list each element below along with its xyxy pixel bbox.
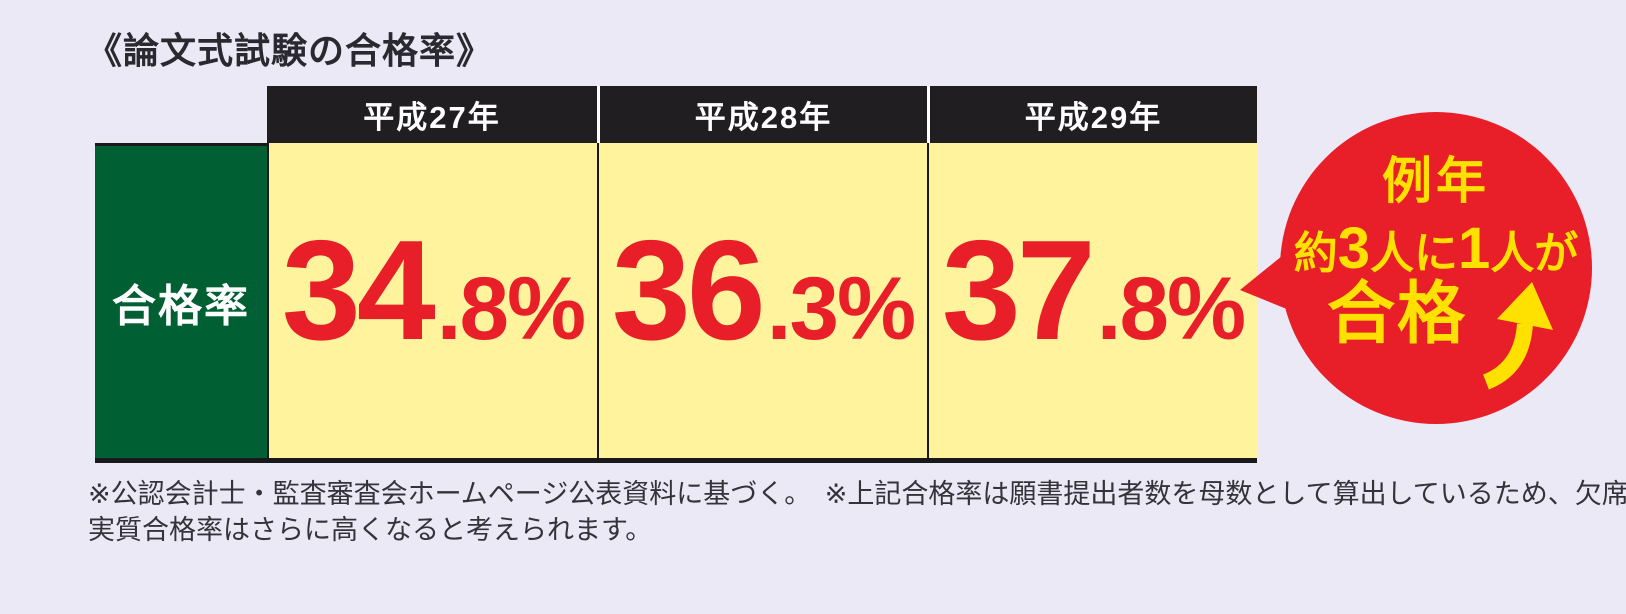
badge-line-1: 例年 — [1382, 153, 1490, 209]
table-body-row: 合格率 34 .8 % 36 .3 % 37 .8 % — [95, 143, 1257, 463]
value-integer: 36 — [611, 210, 766, 370]
badge-number-1: 1 — [1458, 216, 1491, 281]
value-fraction: .3 — [766, 257, 839, 358]
pass-rate-table: 平成27年 平成28年 平成29年 合格率 34 .8 % 36 .3 % 37… — [95, 86, 1257, 463]
curved-up-arrow-icon — [1482, 282, 1553, 390]
column-header-year-2: 平成28年 — [597, 86, 927, 143]
value-fraction: .8 — [1096, 257, 1169, 358]
badge-text-segment: 約 — [1293, 229, 1338, 278]
highlight-badge: 例年 約 3 人に 1 人が 合格 — [1220, 100, 1610, 440]
badge-line-3: 合格 — [1326, 276, 1467, 352]
pass-rate-value: 36 .3 % — [611, 210, 916, 370]
value-fraction: .8 — [436, 257, 509, 358]
value-integer: 37 — [941, 210, 1096, 370]
page-title: 《論文式試験の合格率》 — [86, 30, 494, 71]
value-cell-year-1: 34 .8 % — [267, 143, 597, 458]
footnote-line-1: ※公認会計士・監査審査会ホームページ公表資料に基づく。 ※上記合格率は願書提出者… — [88, 479, 1626, 509]
row-label-cell: 合格率 — [95, 143, 267, 458]
value-integer: 34 — [281, 210, 436, 370]
badge-circle-shape — [1240, 112, 1592, 424]
percent-sign: % — [507, 257, 586, 358]
pass-rate-value: 34 .8 % — [281, 210, 586, 370]
column-header-year-1: 平成27年 — [267, 86, 597, 143]
percent-sign: % — [1167, 257, 1246, 358]
footnote-line-2: 実質合格率はさらに高くなると考えられます。 — [88, 515, 653, 545]
footnote: ※公認会計士・監査審査会ホームページ公表資料に基づく。 ※上記合格率は願書提出者… — [88, 476, 1626, 548]
column-header-year-3: 平成29年 — [927, 86, 1257, 143]
table-header-row: 平成27年 平成28年 平成29年 — [267, 86, 1257, 143]
pass-rate-value: 37 .8 % — [941, 210, 1246, 370]
badge-line-2: 約 3 人に 1 人が — [1280, 220, 1592, 278]
badge-text-segment: 人に — [1370, 229, 1458, 278]
value-cell-year-3: 37 .8 % — [927, 143, 1257, 458]
value-cell-year-2: 36 .3 % — [597, 143, 927, 458]
percent-sign: % — [837, 257, 916, 358]
badge-text-segment: 人が — [1490, 229, 1579, 278]
badge-number-3: 3 — [1337, 216, 1370, 281]
